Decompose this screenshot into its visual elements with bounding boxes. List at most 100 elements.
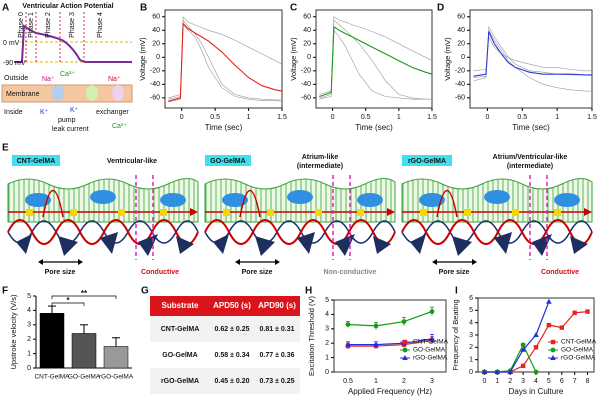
scaffold	[204, 174, 396, 266]
series-line	[473, 35, 592, 72]
x-tick-label: 0.5	[517, 114, 527, 121]
ion: Ca²⁺	[112, 123, 127, 130]
y-tick-label: -60	[455, 95, 465, 102]
x-tick-label: 0	[482, 378, 486, 385]
channel	[52, 85, 64, 101]
panel-e: CNT-GelMA Ventricular-like GO-GelMA Atri…	[7, 154, 593, 276]
series-line	[168, 19, 282, 101]
phenotype: Atrium/Ventricular-like	[493, 154, 568, 161]
panel-letter: H	[305, 286, 312, 297]
marker	[559, 325, 564, 330]
phenotype: Ventricular-like	[107, 158, 157, 165]
series-line	[319, 25, 433, 98]
label-bg	[205, 155, 251, 166]
plot-frame	[333, 299, 447, 373]
panel-letter: C	[290, 3, 297, 14]
series-line	[348, 338, 433, 346]
marker	[550, 355, 556, 360]
row-label: GO-GelMA	[162, 352, 197, 359]
x-tick-label: 6	[560, 378, 564, 385]
level-label: -90 mV	[3, 60, 26, 67]
y-tick-label: 60	[303, 14, 311, 21]
marker	[520, 363, 526, 369]
x-tick-label: 3	[521, 378, 525, 385]
inside-label: Inside	[4, 109, 23, 116]
x-tick-label: 2	[508, 378, 512, 385]
marker	[402, 347, 408, 353]
label-bg	[12, 155, 60, 166]
phase-label: Phase 0	[18, 12, 25, 38]
marker	[533, 332, 539, 337]
row-label: CNT-GelMA	[161, 326, 200, 333]
y-tick-label: 0	[461, 54, 465, 61]
x-tick-label: 1.5	[587, 114, 597, 121]
y-tick-label: -40	[301, 81, 311, 88]
y-tick-label: 3	[27, 322, 31, 329]
conductivity: Conductive	[541, 269, 579, 276]
a-title: Ventricular Action Potential	[22, 3, 113, 10]
x-tick-label: 1.5	[277, 114, 287, 121]
phase-label: Phase 4	[97, 12, 104, 38]
pore-label: Pore size	[45, 269, 76, 276]
y-tick-label: 20	[303, 41, 311, 48]
table-g: Substrate APD50 (s) APD90 (s) CNT-GelMA …	[150, 296, 300, 394]
membrane-label: Membrane	[6, 91, 40, 98]
bar	[103, 346, 129, 369]
y-tick-label: 2	[469, 344, 473, 351]
pore-label: Pore size	[439, 269, 470, 276]
conductivity: Non-conductive	[324, 269, 377, 276]
ion: Na⁺	[42, 76, 55, 83]
y-tick-label: 4	[27, 307, 31, 314]
scaffold	[401, 174, 593, 266]
panel-letter: F	[2, 286, 8, 297]
ion: Ca²⁺	[60, 71, 75, 78]
panel-letter: G	[141, 286, 149, 297]
marker	[585, 309, 590, 314]
ion: Na⁺	[108, 76, 121, 83]
y-tick-label: 40	[152, 27, 160, 34]
cell: 0.77 ± 0.36	[260, 352, 295, 359]
marker	[546, 322, 552, 328]
legend-label: GO-GelMA	[561, 347, 594, 354]
plot-frame	[164, 9, 283, 109]
marker	[533, 345, 539, 350]
material-label: CNT-GelMA	[17, 158, 56, 165]
x-tick-label: 0	[180, 114, 184, 121]
plot-frame	[469, 9, 593, 109]
y-tick-label: 20	[457, 41, 465, 48]
series-line	[473, 25, 593, 78]
y-tick-label: -60	[301, 95, 311, 102]
x-tick-label: 3	[430, 378, 434, 385]
panel-a: Ventricular Action Potential Phase 0 Pha…	[1, 3, 133, 133]
cell: 0.73 ± 0.25	[260, 378, 295, 385]
y-tick-label: 3	[469, 332, 473, 339]
y-axis-label: Voltage (mV)	[289, 37, 298, 81]
phase-label: Phase 1	[28, 12, 35, 38]
header-cell: APD50 (s)	[213, 301, 251, 310]
ion: K⁺	[40, 109, 49, 116]
cell: 0.81 ± 0.31	[260, 326, 295, 333]
x-tick-label: 1	[374, 378, 378, 385]
series-line	[319, 19, 432, 100]
label-bg	[402, 155, 452, 166]
marker	[507, 369, 514, 374]
marker	[401, 319, 407, 324]
level-label: 0 mV	[3, 40, 20, 47]
series-line	[473, 29, 592, 92]
header-cell: APD90 (s)	[258, 301, 296, 310]
y-tick-label: 5	[27, 293, 31, 300]
phenotype: Atrium-like	[302, 154, 339, 161]
marker	[533, 369, 539, 375]
y-tick-label: 5	[325, 297, 329, 304]
pore-label: Pore size	[242, 269, 273, 276]
y-tick-label: -60	[150, 95, 160, 102]
a-label: pump	[58, 117, 76, 124]
x-tick-label: rGO-GelMA	[99, 374, 134, 381]
phenotype: (intermediate)	[297, 163, 343, 170]
series-line	[168, 22, 283, 102]
conductivity: Conductive	[141, 269, 179, 276]
cell: 0.62 ± 0.25	[215, 326, 250, 333]
x-tick-label: 1	[495, 378, 499, 385]
marker	[520, 346, 526, 352]
